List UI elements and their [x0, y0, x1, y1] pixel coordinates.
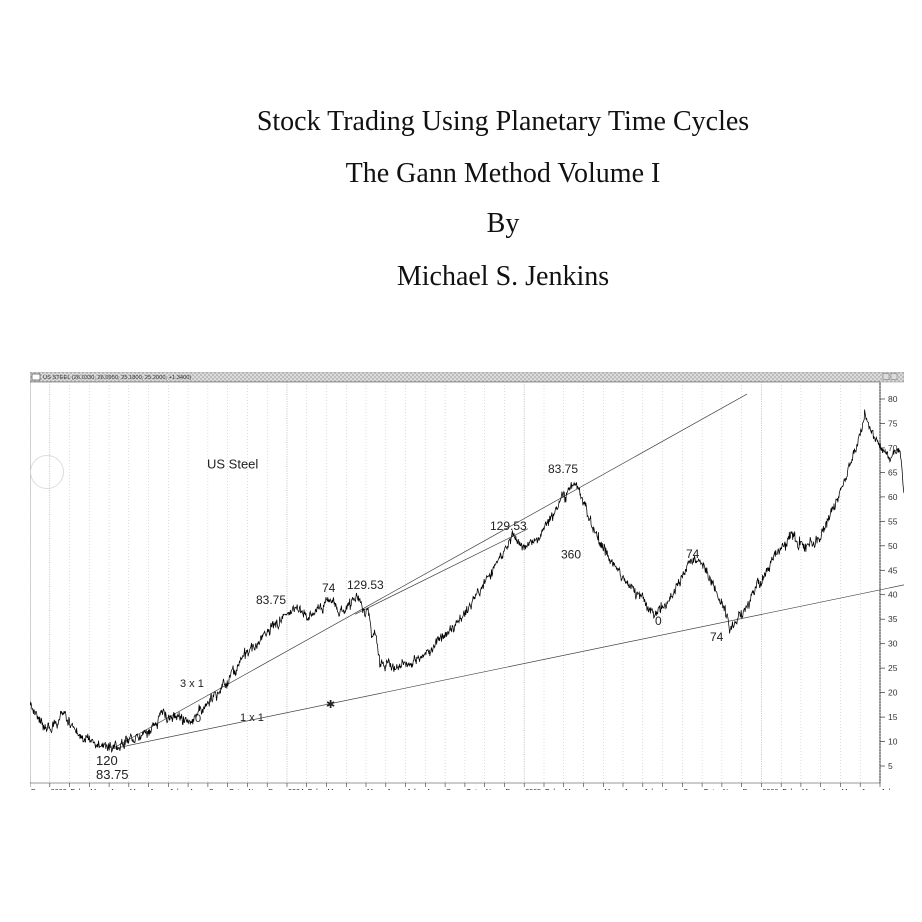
svg-text:Jul: Jul — [169, 787, 179, 790]
svg-text:Sep: Sep — [446, 787, 459, 790]
svg-text:25: 25 — [888, 663, 898, 673]
svg-text:✱: ✱ — [326, 699, 335, 711]
svg-text:Sep: Sep — [209, 787, 222, 790]
svg-text:83.75: 83.75 — [96, 767, 129, 782]
svg-text:2004: 2004 — [288, 787, 304, 790]
svg-text:129.53: 129.53 — [490, 519, 527, 533]
svg-text:Apr: Apr — [585, 787, 597, 790]
svg-text:74: 74 — [686, 547, 700, 561]
svg-text:Nov: Nov — [486, 787, 499, 790]
svg-text:Dec: Dec — [743, 787, 756, 790]
svg-text:Dec: Dec — [505, 787, 518, 790]
svg-text:Jul: Jul — [407, 787, 417, 790]
svg-text:75: 75 — [888, 419, 898, 429]
svg-text:Sep: Sep — [683, 787, 696, 790]
svg-text:US STEEL (26.0330, 26.0950, 2: US STEEL (26.0330, 26.0950, 25.1800, 25.… — [43, 375, 191, 381]
svg-text:Apr: Apr — [110, 787, 122, 790]
svg-text:2003: 2003 — [51, 787, 67, 790]
svg-text:0: 0 — [195, 713, 201, 725]
svg-text:Mar: Mar — [90, 787, 103, 790]
svg-text:Feb: Feb — [545, 787, 557, 790]
svg-text:Jul: Jul — [881, 787, 891, 790]
svg-text:83.75: 83.75 — [548, 462, 578, 476]
svg-text:55: 55 — [888, 516, 898, 526]
svg-text:65: 65 — [888, 467, 898, 477]
svg-text:3 x 1: 3 x 1 — [180, 678, 204, 690]
svg-text:20: 20 — [888, 688, 898, 698]
svg-text:Nov: Nov — [248, 787, 261, 790]
svg-text:Aug: Aug — [664, 787, 677, 790]
svg-text:74: 74 — [322, 581, 336, 595]
svg-text:Jun: Jun — [150, 787, 162, 790]
svg-text:May: May — [842, 787, 856, 790]
svg-text:Oct: Oct — [703, 787, 714, 790]
svg-text:Oct: Oct — [229, 787, 240, 790]
svg-text:Feb: Feb — [308, 787, 320, 790]
svg-text:Oct: Oct — [466, 787, 477, 790]
svg-text:2006: 2006 — [762, 787, 778, 790]
svg-text:10: 10 — [888, 737, 898, 747]
svg-text:15: 15 — [888, 712, 898, 722]
svg-text:Dec: Dec — [31, 787, 44, 790]
svg-text:Mar: Mar — [328, 787, 341, 790]
svg-text:40: 40 — [888, 590, 898, 600]
svg-text:80: 80 — [888, 394, 898, 404]
svg-text:35: 35 — [888, 614, 898, 624]
svg-text:Feb: Feb — [782, 787, 794, 790]
svg-text:50: 50 — [888, 541, 898, 551]
svg-text:Apr: Apr — [347, 787, 359, 790]
svg-text:May: May — [367, 787, 381, 790]
svg-text:30: 30 — [888, 639, 898, 649]
svg-text:US Steel: US Steel — [207, 457, 258, 472]
svg-text:Feb: Feb — [71, 787, 83, 790]
svg-text:Aug: Aug — [189, 787, 202, 790]
svg-text:Jun: Jun — [861, 787, 873, 790]
svg-text:Mar: Mar — [802, 787, 815, 790]
svg-text:129.53: 129.53 — [347, 578, 384, 592]
svg-text:May: May — [130, 787, 144, 790]
svg-text:0: 0 — [655, 614, 662, 628]
svg-text:2005: 2005 — [525, 787, 541, 790]
svg-text:45: 45 — [888, 565, 898, 575]
svg-text:Aug: Aug — [426, 787, 439, 790]
svg-text:60: 60 — [888, 492, 898, 502]
svg-text:Nov: Nov — [723, 787, 736, 790]
svg-text:May: May — [604, 787, 618, 790]
svg-text:1 x 1: 1 x 1 — [240, 712, 264, 724]
svg-text:74: 74 — [710, 630, 724, 644]
svg-text:360: 360 — [561, 548, 581, 562]
svg-text:Dec: Dec — [268, 787, 281, 790]
svg-text:Jun: Jun — [387, 787, 399, 790]
svg-text:83.75: 83.75 — [256, 593, 286, 607]
svg-text:Jun: Jun — [624, 787, 636, 790]
svg-text:Mar: Mar — [565, 787, 578, 790]
svg-text:120: 120 — [96, 753, 118, 768]
svg-text:Jul: Jul — [644, 787, 654, 790]
svg-text:5: 5 — [888, 761, 893, 771]
svg-text:Apr: Apr — [822, 787, 834, 790]
